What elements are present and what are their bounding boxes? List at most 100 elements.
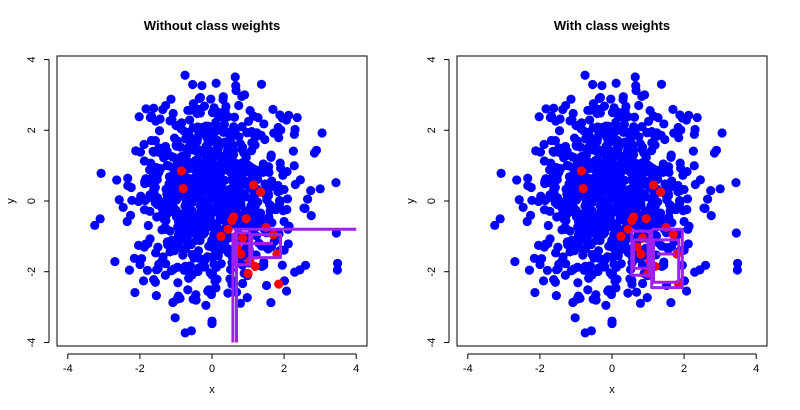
data-point <box>652 128 662 138</box>
data-point <box>222 155 232 165</box>
data-point <box>554 126 565 136</box>
data-point <box>731 178 741 188</box>
data-point <box>581 150 591 160</box>
data-point <box>598 254 608 264</box>
data-point <box>129 253 139 263</box>
data-point <box>645 106 655 116</box>
y-axis: -4 -2 0 2 4 <box>26 56 50 347</box>
data-point <box>634 100 644 111</box>
data-point <box>248 180 259 190</box>
data-point <box>563 240 573 250</box>
data-point <box>184 273 194 283</box>
decision-boundary <box>231 227 357 343</box>
data-point <box>227 198 238 208</box>
data-point <box>223 244 233 254</box>
data-point <box>141 104 151 114</box>
data-point <box>564 161 574 171</box>
data-point <box>268 104 278 114</box>
data-point <box>266 152 276 162</box>
boundary-line <box>250 233 282 260</box>
data-point <box>702 194 713 204</box>
data-point <box>212 135 223 145</box>
y-axis-label: y <box>405 198 417 204</box>
y-tick-label: 2 <box>426 127 438 133</box>
data-point <box>275 110 285 120</box>
data-point <box>629 212 639 222</box>
data-point <box>732 258 743 268</box>
data-point <box>596 171 606 181</box>
data-point <box>593 246 604 256</box>
data-point <box>118 202 128 212</box>
data-point <box>591 228 601 238</box>
data-point <box>667 176 677 186</box>
data-point <box>643 116 654 126</box>
data-point <box>616 231 626 241</box>
data-point <box>154 167 164 177</box>
data-point <box>572 136 582 146</box>
data-point <box>599 198 609 208</box>
x-tick-label: -4 <box>463 363 473 375</box>
data-point <box>90 220 100 230</box>
data-point <box>675 198 685 208</box>
data-point <box>512 175 522 185</box>
data-point <box>196 171 206 181</box>
data-point <box>185 115 195 125</box>
data-point <box>678 170 688 180</box>
data-point <box>275 198 285 208</box>
x-axis: -4 -2 0 2 4 <box>463 353 759 375</box>
data-point <box>561 259 571 269</box>
data-point <box>575 293 585 304</box>
data-point <box>546 111 557 121</box>
x-tick-label: 2 <box>281 363 287 375</box>
data-point <box>642 293 652 303</box>
data-point <box>332 265 342 275</box>
data-point <box>250 200 261 210</box>
data-point <box>639 148 649 158</box>
data-point <box>206 94 216 104</box>
x-tick-label: 4 <box>353 363 359 375</box>
data-point <box>161 259 171 269</box>
data-point <box>568 108 578 119</box>
data-point <box>615 151 625 161</box>
data-point <box>95 214 105 224</box>
data-point <box>630 126 640 136</box>
data-point <box>148 185 159 196</box>
data-point <box>551 248 561 258</box>
data-point <box>146 111 157 121</box>
data-point <box>579 126 589 136</box>
data-point <box>151 248 161 258</box>
data-point <box>684 110 694 120</box>
data-point <box>170 313 180 323</box>
data-point <box>583 285 593 295</box>
data-point <box>631 85 641 96</box>
data-point <box>611 262 622 272</box>
data-point <box>574 209 584 219</box>
data-point <box>154 126 165 136</box>
data-point <box>606 94 616 104</box>
x-tick-label: 2 <box>681 363 687 375</box>
data-point <box>180 234 190 245</box>
data-point <box>607 242 617 252</box>
data-point <box>614 206 624 216</box>
data-point <box>641 214 651 224</box>
data-point <box>241 179 252 190</box>
data-point <box>188 79 198 90</box>
data-point <box>561 100 571 111</box>
data-point <box>256 187 266 197</box>
data-point <box>207 235 217 245</box>
data-point <box>214 206 224 216</box>
data-point <box>530 287 540 298</box>
data-point <box>317 128 327 138</box>
data-point <box>534 112 544 122</box>
data-point <box>279 216 289 227</box>
data-point <box>618 127 629 137</box>
data-point <box>246 146 257 156</box>
data-point <box>123 173 133 183</box>
data-point <box>639 221 650 231</box>
data-point <box>655 208 666 218</box>
data-point <box>135 147 146 157</box>
x-axis-label: x <box>209 384 215 396</box>
data-point <box>254 165 264 175</box>
data-point <box>533 196 544 207</box>
